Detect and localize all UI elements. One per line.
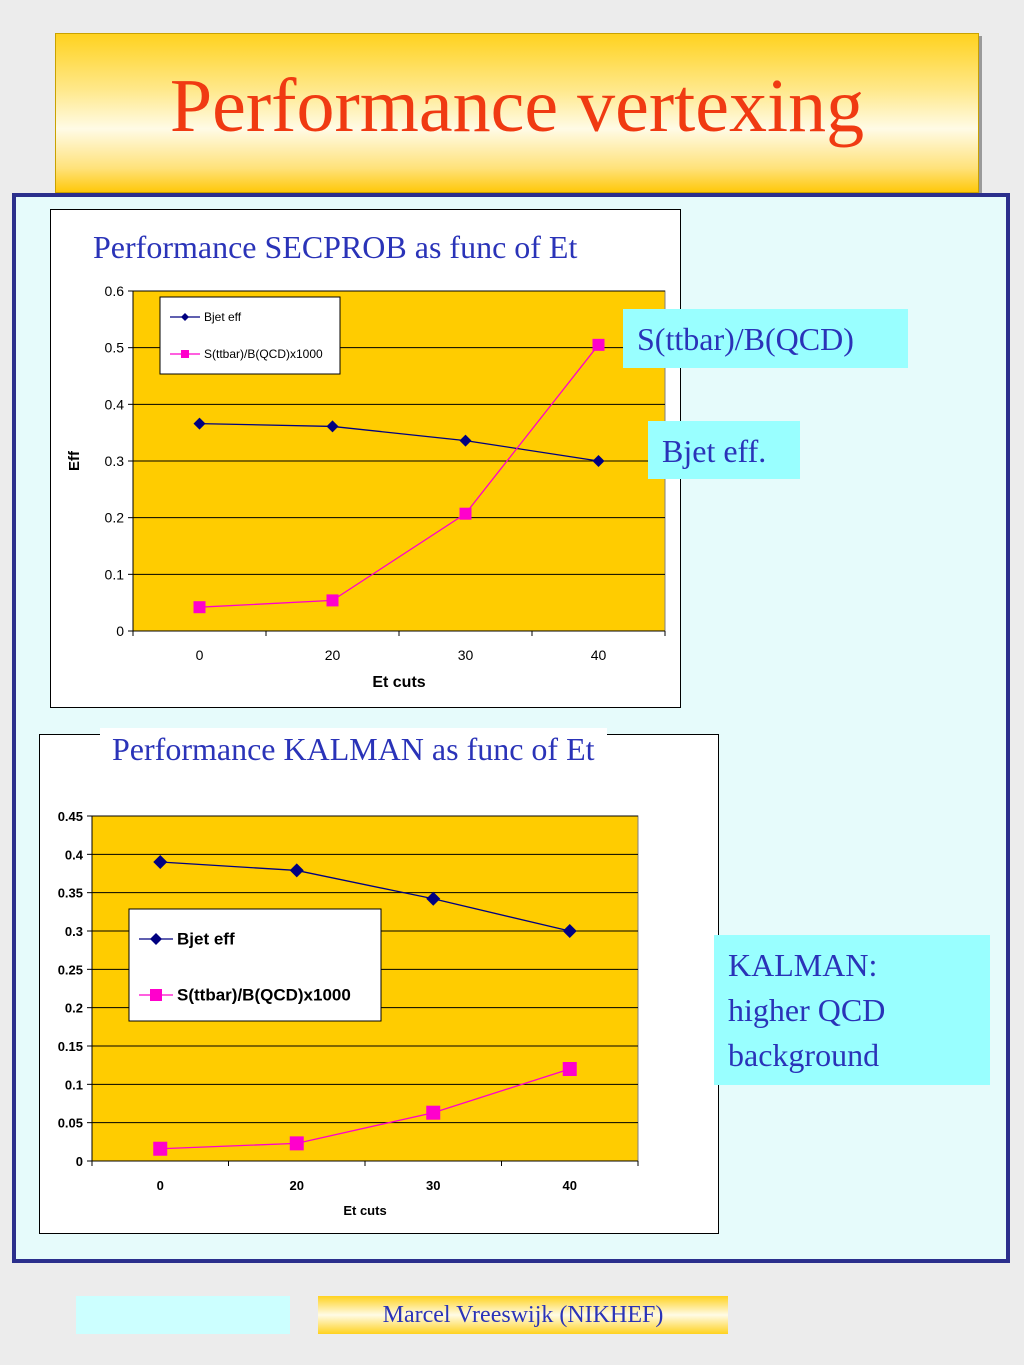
kalman-legend-entry: S(ttbar)/B(QCD)x1000 [177, 986, 351, 1005]
secprob-chart: 0 0.1 0.2 0.3 0.4 0.5 0.6 0 20 30 40 Et cuts Eff Bjet… [66, 283, 666, 691]
secprob-x-tick-label: 0 [196, 647, 204, 663]
kalman-point-signal [153, 1141, 168, 1156]
kalman-y-tick-label: 0.15 [58, 1039, 83, 1054]
kalman-legend-entry: Bjet eff [177, 930, 235, 949]
secprob-bjet-label-text: Bjet eff. [662, 433, 767, 469]
kalman-point-bjet [562, 924, 577, 938]
secprob-bjet-label: Bjet eff. [648, 421, 800, 479]
secprob-x-axis-label: Et cuts [372, 674, 425, 691]
kalman-x-tick-label: 0 [157, 1178, 164, 1193]
secprob-y-tick-label: 0.3 [105, 453, 125, 469]
secprob-y-axis-label: Eff [66, 450, 83, 471]
secprob-chart-frame: 0 0.1 0.2 0.3 0.4 0.5 0.6 0 20 30 40 Et cuts Eff Bjet… [50, 209, 681, 708]
footer-blank-box [76, 1296, 290, 1334]
kalman-x-tick-label: 20 [290, 1178, 304, 1193]
kalman-series-line-bjet [160, 861, 570, 932]
secprob-series-line-bjet [199, 422, 599, 462]
kalman-chart: 0 0.05 0.1 0.15 0.2 0.25 0.3 0.35 0.4 0.45 0 20 30 40… [58, 809, 639, 1218]
secprob-point-signal [326, 594, 339, 607]
secprob-y-tick-label: 0 [116, 623, 124, 639]
title-banner: Performance vertexing [55, 33, 979, 193]
secprob-point-bjet [193, 417, 206, 430]
kalman-note-line-3: background [728, 1037, 880, 1073]
secprob-signal-label-text: S(ttbar)/B(QCD) [637, 321, 854, 357]
secprob-legend-entry: S(ttbar)/B(QCD)x1000 [204, 347, 323, 361]
secprob-point-bjet [326, 420, 339, 433]
kalman-y-tick-label: 0.3 [65, 924, 83, 939]
kalman-y-tick-label: 0.1 [65, 1077, 83, 1092]
kalman-note: KALMAN: higher QCD background [714, 935, 990, 1085]
secprob-x-tick-label: 20 [325, 647, 341, 663]
secprob-legend-entry: Bjet eff [204, 310, 242, 324]
kalman-x-axis-label: Et cuts [343, 1203, 386, 1218]
secprob-x-tick-label: 30 [458, 647, 474, 663]
secprob-y-tick-label: 0.5 [105, 340, 125, 356]
secprob-point-bjet [459, 434, 472, 447]
kalman-chart-frame: 0 0.05 0.1 0.15 0.2 0.25 0.3 0.35 0.4 0.45 0 20 30 40… [39, 734, 719, 1234]
kalman-series-line-signal [160, 1068, 570, 1150]
kalman-x-tick-label: 30 [426, 1178, 440, 1193]
kalman-point-bjet [426, 891, 441, 906]
kalman-point-signal [562, 1062, 577, 1076]
kalman-legend-box [128, 908, 382, 1022]
secprob-legend-swatch-marker [181, 313, 189, 321]
kalman-y-tick-label: 0.2 [65, 1001, 83, 1016]
footer-author: Marcel Vreeswijk (NIKHEF) [318, 1296, 728, 1334]
kalman-y-tick-label: 0.45 [58, 809, 83, 824]
kalman-point-signal [426, 1105, 441, 1120]
secprob-point-signal [592, 338, 605, 351]
kalman-x-tick-label: 40 [563, 1178, 577, 1193]
kalman-point-signal [289, 1136, 304, 1151]
secprob-x-tick-label: 40 [591, 647, 607, 663]
slide-title: Performance vertexing [169, 64, 865, 148]
kalman-y-tick-label: 0.05 [58, 1116, 83, 1131]
secprob-y-tick-label: 0.2 [105, 510, 125, 526]
secprob-series-line-signal [199, 344, 600, 608]
secprob-legend-box [159, 296, 341, 375]
kalman-y-tick-label: 0.35 [58, 886, 83, 901]
secprob-legend-swatch-marker [181, 350, 189, 358]
secprob-y-tick-label: 0.1 [105, 566, 125, 582]
kalman-chart-title: Performance KALMAN as func of Et [100, 728, 607, 770]
kalman-y-tick-label: 0.25 [58, 962, 83, 977]
kalman-y-tick-label: 0.4 [65, 847, 84, 862]
secprob-chart-title: Performance SECPROB as func of Et [87, 226, 584, 268]
kalman-legend-swatch-marker [150, 989, 162, 1001]
secprob-point-bjet [592, 455, 605, 467]
kalman-point-bjet [289, 863, 304, 878]
kalman-legend-swatch-marker [150, 933, 162, 945]
kalman-y-tick-label: 0 [76, 1154, 83, 1169]
kalman-note-line-1: KALMAN: [728, 947, 878, 983]
kalman-point-bjet [153, 855, 168, 869]
kalman-note-line-2: higher QCD [728, 992, 886, 1028]
secprob-y-tick-label: 0.6 [105, 283, 125, 299]
secprob-signal-label: S(ttbar)/B(QCD) [623, 309, 908, 368]
secprob-point-signal [193, 601, 206, 614]
secprob-y-tick-label: 0.4 [105, 396, 125, 412]
secprob-point-signal [459, 507, 472, 520]
